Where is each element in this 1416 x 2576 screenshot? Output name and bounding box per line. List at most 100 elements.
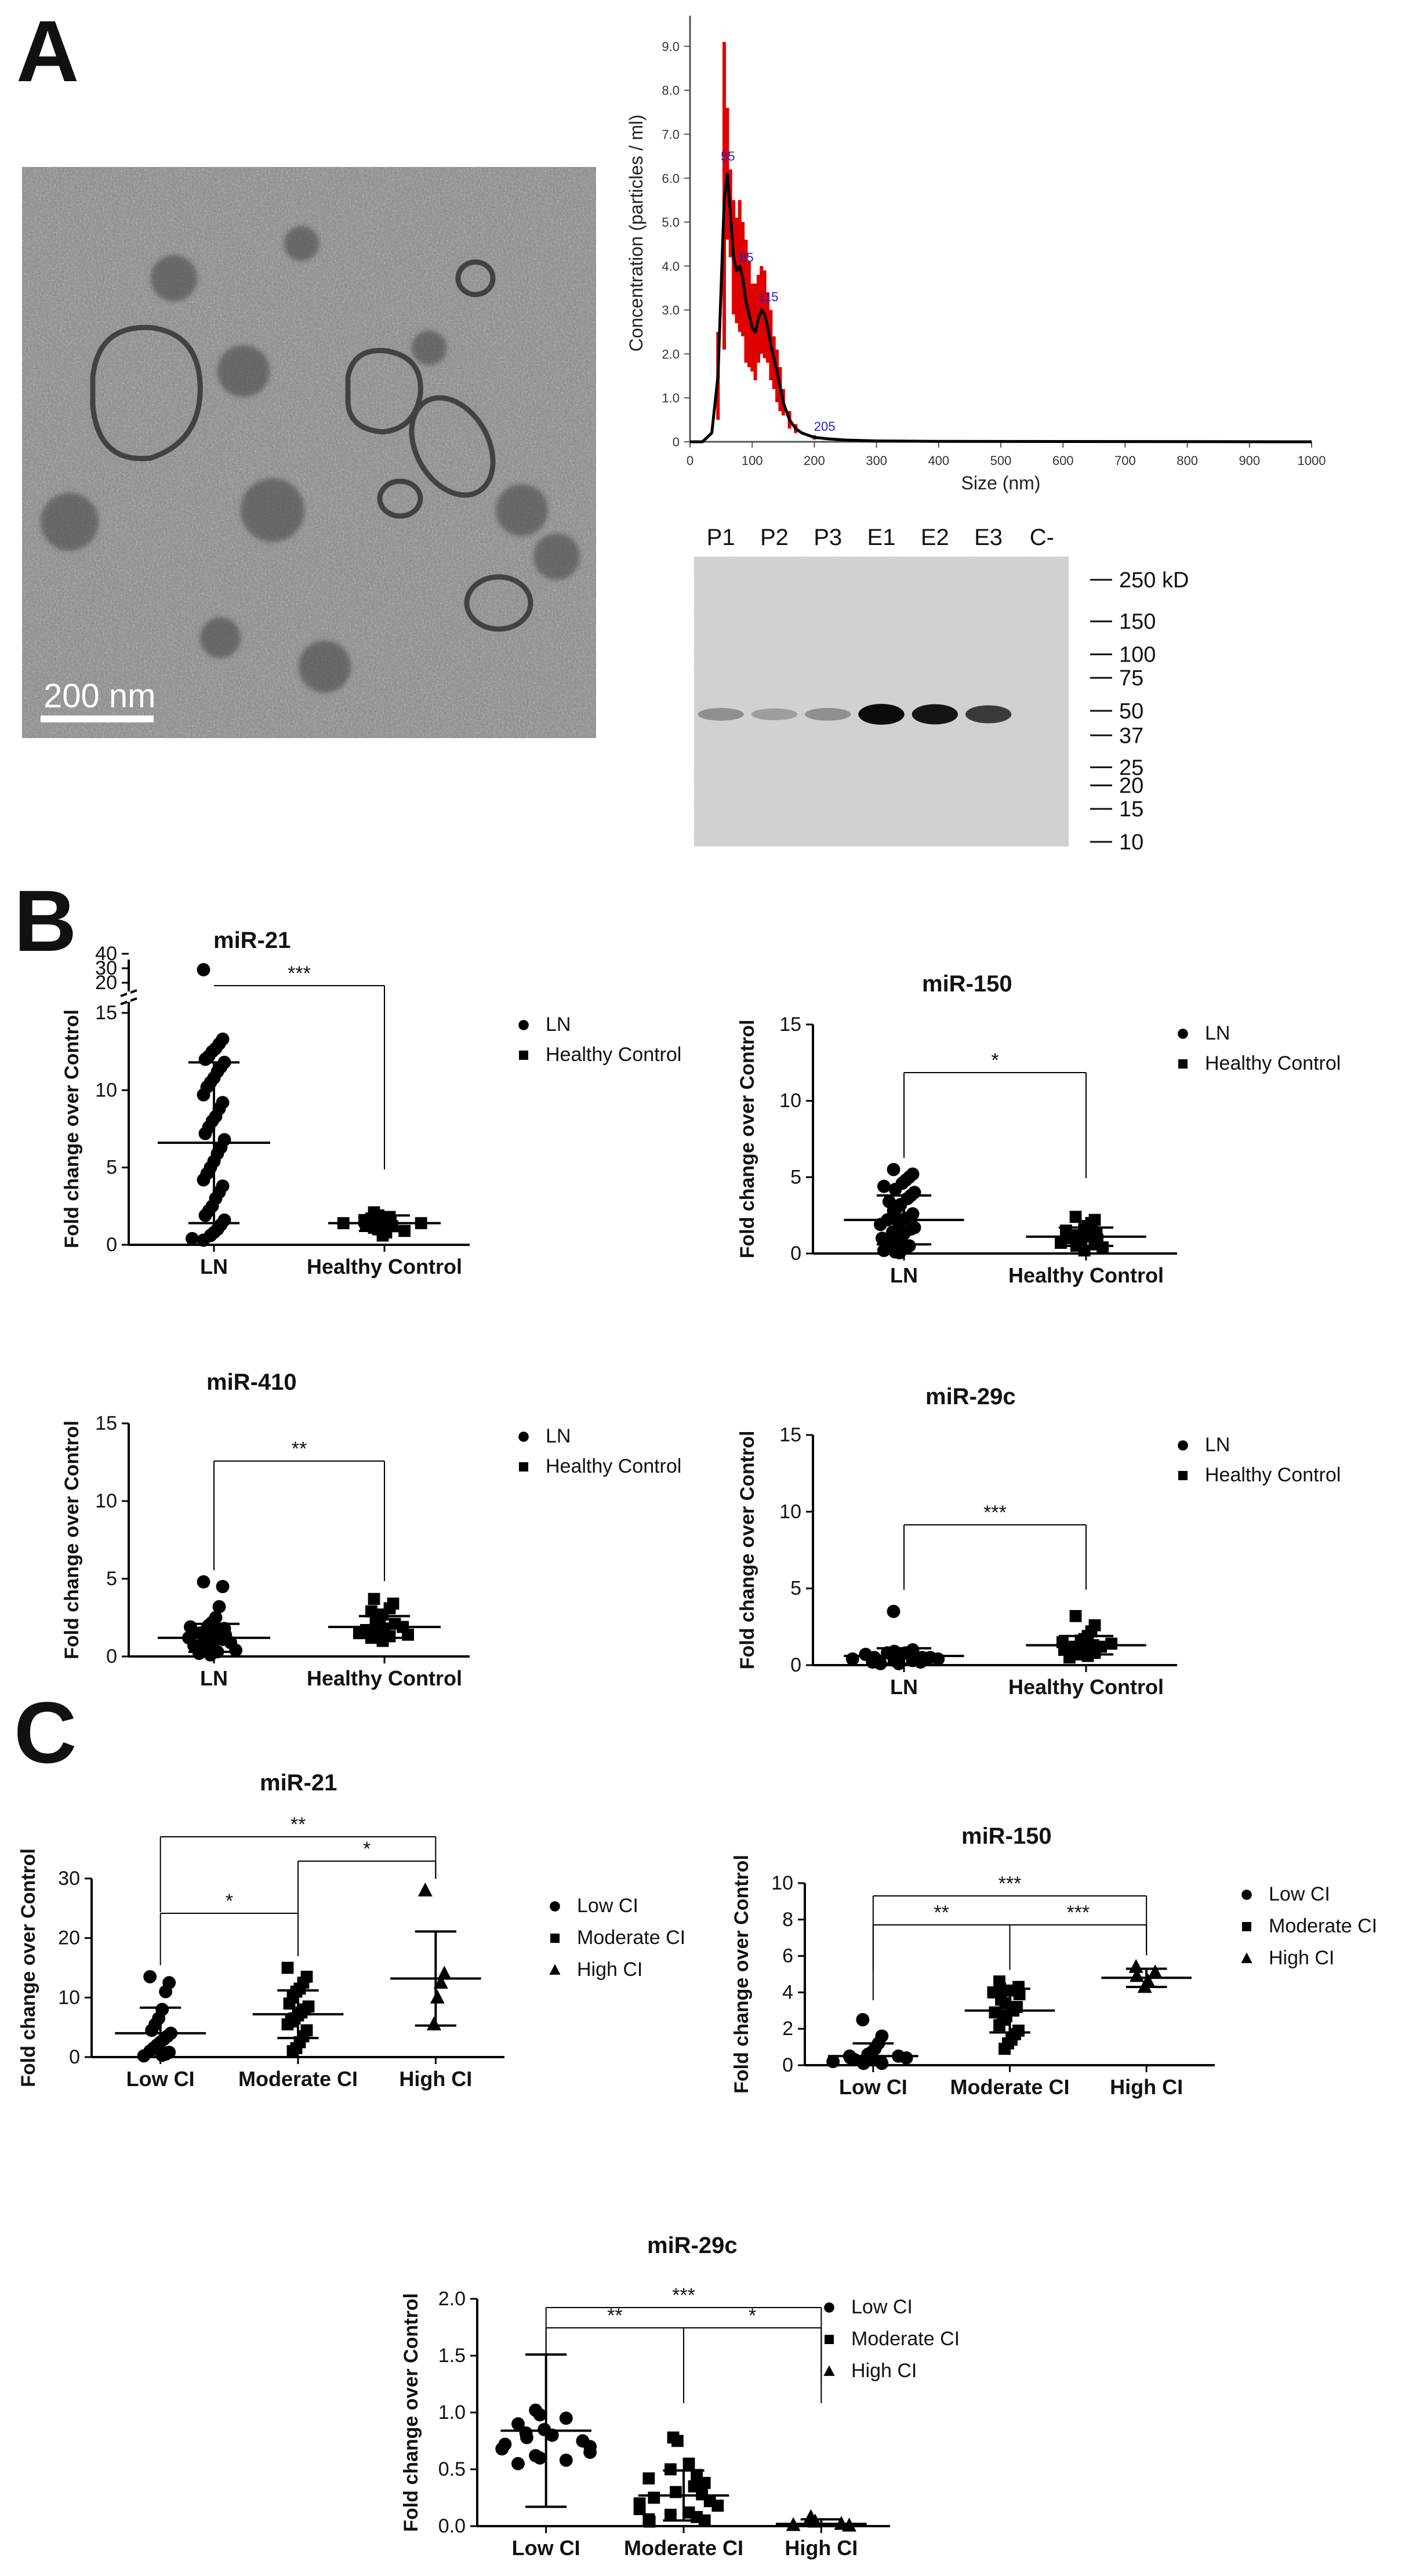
legend-label: Moderate CI bbox=[851, 2328, 960, 2350]
data-point bbox=[877, 1244, 891, 1258]
legend-label: Healthy Control bbox=[1205, 1052, 1341, 1074]
data-point bbox=[899, 2051, 913, 2065]
protein-band bbox=[912, 704, 958, 725]
scale-bar-label: 200 nm bbox=[43, 677, 155, 715]
protein-band bbox=[965, 705, 1012, 724]
legend-marker bbox=[1178, 1029, 1188, 1039]
significance-label: *** bbox=[288, 962, 311, 984]
y-axis-label: Fold change over Control bbox=[731, 1855, 753, 2094]
chart-b-mir-410: miR-410 0 5 10 15 Fold change over Control LN H… bbox=[61, 1369, 681, 1690]
data-point bbox=[1148, 1964, 1163, 1979]
legend-marker bbox=[519, 1051, 528, 1060]
panel-label-c: C bbox=[14, 1684, 77, 1781]
x-tick-label: 900 bbox=[1239, 453, 1260, 468]
x-category-label: LN bbox=[200, 1666, 228, 1690]
legend-label: LN bbox=[1205, 1022, 1230, 1044]
chart-c-mir-21: miR-21 0 10 20 30 Fold change over Control Low… bbox=[17, 1770, 685, 2091]
legend-label: Moderate CI bbox=[1269, 1915, 1377, 1937]
y-tick-label: 1.5 bbox=[438, 2345, 466, 2367]
data-point bbox=[682, 2457, 695, 2470]
y-tick-label: 30 bbox=[95, 957, 117, 979]
protein-band bbox=[751, 708, 798, 721]
legend-marker bbox=[550, 1934, 560, 1943]
significance-label: *** bbox=[983, 1502, 1007, 1524]
marker-label: 37 bbox=[1119, 724, 1143, 748]
legend-marker bbox=[824, 2302, 834, 2313]
marker-label: 50 bbox=[1119, 699, 1143, 724]
data-point bbox=[648, 2491, 660, 2504]
y-tick-label: 6 bbox=[782, 1945, 793, 1967]
marker-label: 25 bbox=[1119, 755, 1143, 780]
y-tick-label: 0 bbox=[790, 1654, 801, 1676]
data-point bbox=[642, 2472, 655, 2485]
vesicle-outlines bbox=[90, 259, 533, 632]
y-tick-label: 10 bbox=[779, 1090, 801, 1112]
chart-title: miR-21 bbox=[260, 1770, 337, 1796]
data-point bbox=[368, 1593, 380, 1605]
data-point bbox=[197, 1088, 210, 1102]
chart-title: miR-29c bbox=[647, 2233, 738, 2258]
significance-label: *** bbox=[999, 1873, 1022, 1895]
y-tick-label: 2.0 bbox=[662, 347, 680, 361]
marker-label: 150 bbox=[1119, 610, 1156, 634]
marker-label: 250 kD bbox=[1119, 568, 1189, 593]
data-point bbox=[1105, 1637, 1117, 1650]
y-tick-label: 2 bbox=[782, 2018, 793, 2040]
data-point bbox=[137, 2049, 151, 2063]
data-point bbox=[931, 1652, 945, 1666]
data-point bbox=[856, 2057, 870, 2070]
x-category-label: LN bbox=[890, 1675, 918, 1699]
y-tick-label: 0.0 bbox=[438, 2515, 466, 2537]
x-category-label: Moderate CI bbox=[950, 2075, 1069, 2099]
significance-label: ** bbox=[291, 1814, 306, 1836]
significance-label: ** bbox=[292, 1438, 307, 1460]
marker-label: 75 bbox=[1119, 666, 1143, 691]
data-point bbox=[417, 1882, 433, 1896]
x-tick-label: 0 bbox=[687, 453, 694, 468]
tem-debris bbox=[41, 226, 580, 693]
x-category-label: Healthy Control bbox=[307, 1666, 462, 1690]
axis-break-gap bbox=[127, 991, 130, 1002]
y-tick-label: 5 bbox=[106, 1157, 117, 1179]
chart-c-mir-29c: miR-29c 0.0 0.5 1.0 1.5 2.0 Fold change over C… bbox=[400, 2233, 960, 2560]
y-tick-label: 0.5 bbox=[438, 2458, 466, 2480]
lane-label: E3 bbox=[974, 525, 1003, 550]
data-point bbox=[583, 2446, 597, 2459]
significance-label: * bbox=[226, 1890, 233, 1912]
lane-label: E2 bbox=[921, 525, 949, 550]
legend-marker bbox=[1178, 1059, 1188, 1069]
chart-title: miR-29c bbox=[925, 1384, 1016, 1409]
legend-label: LN bbox=[546, 1013, 571, 1036]
significance-label: *** bbox=[1066, 1902, 1090, 1924]
legend-label: Healthy Control bbox=[546, 1455, 681, 1477]
y-axis-label: Fold change over Control bbox=[736, 1020, 758, 1259]
peak-label: 55 bbox=[721, 149, 735, 164]
data-point bbox=[698, 2514, 711, 2527]
y-tick-label: 0 bbox=[106, 1645, 117, 1667]
data-point bbox=[1081, 1649, 1094, 1662]
data-point bbox=[216, 1579, 230, 1593]
y-tick-label: 5 bbox=[106, 1568, 117, 1590]
legend-label: LN bbox=[1205, 1434, 1230, 1456]
legend-label: LN bbox=[546, 1425, 571, 1447]
data-point bbox=[665, 2509, 677, 2521]
data-point bbox=[671, 2435, 684, 2447]
legend-label: Healthy Control bbox=[546, 1044, 681, 1066]
chart-title: miR-410 bbox=[206, 1369, 297, 1395]
x-tick-label: 600 bbox=[1052, 453, 1074, 468]
legend-marker bbox=[1241, 1952, 1252, 1963]
data-point bbox=[1055, 1237, 1067, 1249]
legend-label: Healthy Control bbox=[1205, 1464, 1341, 1486]
peak-label: 115 bbox=[758, 289, 778, 304]
y-tick-label: 10 bbox=[58, 1986, 80, 2008]
x-category-label: Moderate CI bbox=[238, 2067, 358, 2091]
y-tick-label: 0 bbox=[106, 1234, 117, 1256]
marker-label: 10 bbox=[1119, 830, 1143, 855]
data-point bbox=[914, 1655, 928, 1669]
y-tick-label: 4.0 bbox=[662, 259, 680, 274]
data-point bbox=[198, 1127, 212, 1140]
legend-label: High CI bbox=[577, 1959, 642, 1981]
y-tick-label: 0 bbox=[782, 2054, 793, 2076]
